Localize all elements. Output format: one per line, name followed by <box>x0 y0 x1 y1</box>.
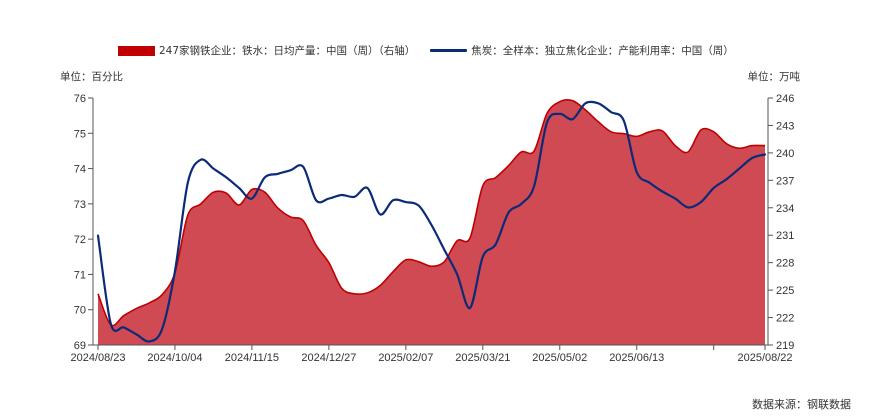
x-tick-label: 2024/11/15 <box>225 352 279 364</box>
x-tick-label: 2025/03/21 <box>455 352 510 364</box>
y-right-tick-label: 225 <box>776 285 794 297</box>
y-left-tick-label: 71 <box>74 269 86 281</box>
y-right-tick-label: 234 <box>776 203 794 215</box>
y-axis-right-unit: 单位：万吨 <box>747 71 801 83</box>
y-right-tick-label: 219 <box>776 340 794 352</box>
x-tick-label: 2025/08/22 <box>737 352 792 364</box>
legend-swatch-line <box>430 49 468 52</box>
y-right-tick-label: 243 <box>776 120 794 132</box>
y-axis-right-ticks: 246 243 240 237 234 231 228 225 222 219 <box>768 93 794 352</box>
y-right-tick-label: 222 <box>776 313 794 325</box>
y-left-tick-label: 73 <box>74 199 86 211</box>
area-series-edge <box>97 99 766 327</box>
y-left-tick-label: 72 <box>74 234 86 246</box>
y-right-tick-label: 228 <box>776 258 794 270</box>
y-left-tick-label: 75 <box>74 128 86 140</box>
x-tick-label: 2025/05/02 <box>532 352 587 364</box>
y-right-tick-label: 246 <box>776 93 794 105</box>
y-axis-left-unit: 单位：百分比 <box>60 71 123 83</box>
axes <box>92 98 769 346</box>
chart-legend: 247家钢铁企业：铁水：日均产量：中国（周）（右轴） 焦炭：全样本：独立焦化企业… <box>118 43 734 58</box>
series-layer <box>96 99 767 345</box>
y-left-tick-label: 74 <box>74 164 86 176</box>
x-tick-label: 2024/12/27 <box>301 352 356 364</box>
y-left-tick-label: 70 <box>74 305 86 317</box>
data-source-note: 数据来源：钢联数据 <box>752 398 851 411</box>
y-left-tick-label: 69 <box>74 340 86 352</box>
y-axis-left-ticks: 76 75 74 73 72 71 70 69 <box>74 93 93 352</box>
legend-label-hot-metal-output: 247家钢铁企业：铁水：日均产量：中国（周）（右轴） <box>159 45 416 57</box>
legend-item-hot-metal-output: 247家钢铁企业：铁水：日均产量：中国（周）（右轴） <box>118 43 415 58</box>
x-tick-label: 2025/02/07 <box>378 352 433 364</box>
x-tick-label: 2025/06/13 <box>609 352 664 364</box>
y-right-tick-label: 240 <box>776 148 794 160</box>
y-left-tick-label: 76 <box>74 93 86 105</box>
x-axis-ticks: 2024/08/23 2024/10/04 2024/11/15 2024/12/27… <box>70 345 793 364</box>
legend-label-coke-utilization: 焦炭：全样本：独立焦化企业：产能利用率：中国（周） <box>471 45 734 57</box>
y-right-tick-label: 231 <box>776 230 794 242</box>
legend-item-coke-utilization: 焦炭：全样本：独立焦化企业：产能利用率：中国（周） <box>430 43 734 58</box>
y-right-tick-label: 237 <box>776 175 794 187</box>
x-tick-label: 2024/08/23 <box>70 352 125 364</box>
legend-swatch-area <box>118 45 155 56</box>
x-tick-label: 2024/10/04 <box>147 352 202 364</box>
area-series-fill <box>98 99 765 345</box>
line-series <box>96 100 767 343</box>
